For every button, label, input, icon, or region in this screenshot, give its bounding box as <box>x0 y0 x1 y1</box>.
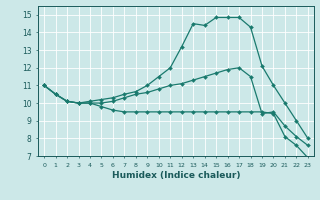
X-axis label: Humidex (Indice chaleur): Humidex (Indice chaleur) <box>112 171 240 180</box>
